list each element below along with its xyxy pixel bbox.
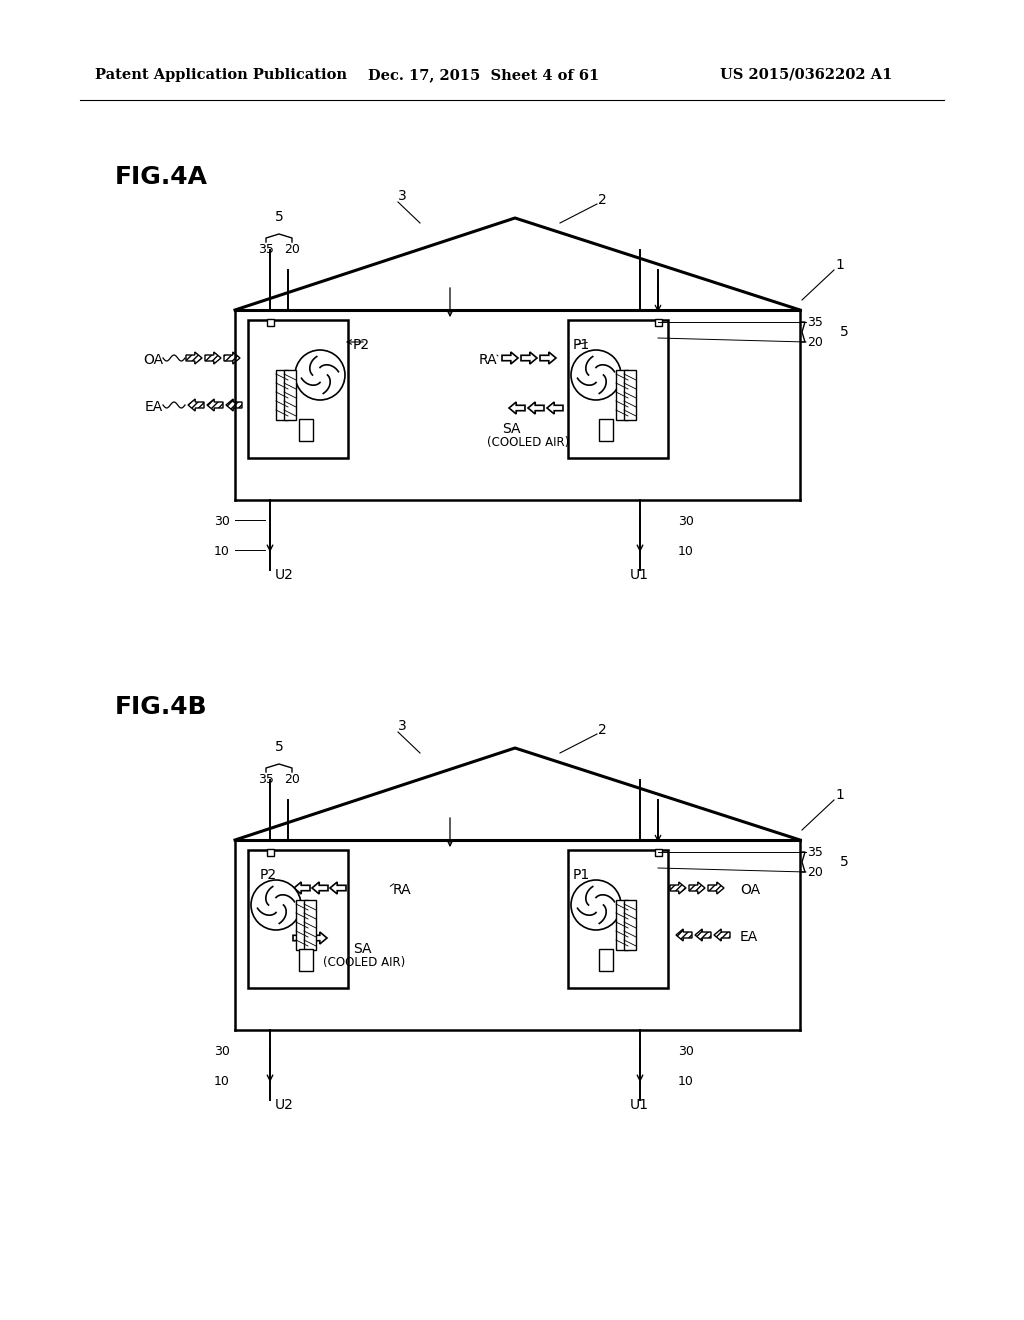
Text: 35: 35 (807, 846, 823, 858)
Text: U2: U2 (275, 568, 294, 582)
Text: SA: SA (353, 942, 372, 956)
Text: Dec. 17, 2015  Sheet 4 of 61: Dec. 17, 2015 Sheet 4 of 61 (368, 69, 599, 82)
Polygon shape (294, 882, 310, 894)
Text: 30: 30 (678, 1045, 694, 1059)
Text: SA: SA (502, 422, 520, 436)
Text: 3: 3 (398, 189, 407, 203)
Text: 30: 30 (214, 1045, 230, 1059)
Text: 1: 1 (835, 257, 844, 272)
Text: 10: 10 (678, 1074, 694, 1088)
Text: RA: RA (393, 883, 412, 898)
Text: 10: 10 (214, 545, 230, 558)
Bar (299, 949, 313, 972)
Bar (296, 900, 308, 950)
Bar (599, 418, 613, 441)
Bar (276, 370, 288, 420)
Text: 35: 35 (807, 315, 823, 329)
Text: FIG.4A: FIG.4A (115, 165, 208, 189)
Polygon shape (528, 403, 544, 414)
Polygon shape (293, 932, 309, 944)
Bar (248, 319, 348, 458)
Polygon shape (330, 882, 346, 894)
Text: Patent Application Publication: Patent Application Publication (95, 69, 347, 82)
Text: 20: 20 (807, 335, 823, 348)
Text: RA: RA (478, 352, 497, 367)
Bar (568, 319, 668, 458)
Text: 30: 30 (678, 515, 694, 528)
Text: 35: 35 (258, 774, 274, 785)
Text: FIG.4B: FIG.4B (115, 696, 208, 719)
Circle shape (295, 350, 345, 400)
Text: OA: OA (740, 883, 760, 898)
Text: U1: U1 (630, 568, 649, 582)
Text: (COOLED AIR): (COOLED AIR) (487, 436, 569, 449)
Text: 10: 10 (678, 545, 694, 558)
Bar (299, 418, 313, 441)
Text: 5: 5 (274, 741, 284, 754)
Text: 1: 1 (835, 788, 844, 803)
Circle shape (571, 880, 621, 931)
Bar (624, 370, 636, 420)
Text: 20: 20 (284, 243, 300, 256)
Text: P1: P1 (573, 338, 590, 352)
Polygon shape (311, 932, 327, 944)
Text: 20: 20 (807, 866, 823, 879)
Polygon shape (547, 403, 563, 414)
Bar (304, 900, 316, 950)
Bar (568, 850, 668, 987)
Text: 3: 3 (398, 719, 407, 733)
Bar (284, 370, 296, 420)
Text: (COOLED AIR): (COOLED AIR) (323, 956, 406, 969)
Bar (654, 849, 662, 855)
Text: 5: 5 (840, 855, 849, 869)
Text: U2: U2 (275, 1098, 294, 1111)
Text: U1: U1 (630, 1098, 649, 1111)
Text: P2: P2 (353, 338, 370, 352)
Text: 35: 35 (258, 243, 274, 256)
Circle shape (571, 350, 621, 400)
Polygon shape (540, 352, 556, 364)
Bar (266, 849, 273, 855)
Polygon shape (312, 882, 328, 894)
Text: US 2015/0362202 A1: US 2015/0362202 A1 (720, 69, 892, 82)
Text: P1: P1 (573, 869, 590, 882)
Text: 2: 2 (598, 723, 607, 737)
Text: 2: 2 (598, 193, 607, 207)
Polygon shape (521, 352, 537, 364)
Bar (599, 949, 613, 972)
Text: 20: 20 (284, 774, 300, 785)
Polygon shape (509, 403, 525, 414)
Bar (266, 318, 273, 326)
Text: 5: 5 (274, 210, 284, 224)
Bar (624, 900, 636, 950)
Bar (616, 900, 628, 950)
Bar (248, 850, 348, 987)
Bar (654, 318, 662, 326)
Text: EA: EA (144, 400, 163, 414)
Text: EA: EA (740, 931, 758, 944)
Circle shape (251, 880, 301, 931)
Bar (616, 370, 628, 420)
Polygon shape (502, 352, 518, 364)
Text: OA: OA (143, 352, 163, 367)
Text: 5: 5 (840, 325, 849, 339)
Text: P2: P2 (260, 869, 278, 882)
Text: 30: 30 (214, 515, 230, 528)
Text: 10: 10 (214, 1074, 230, 1088)
